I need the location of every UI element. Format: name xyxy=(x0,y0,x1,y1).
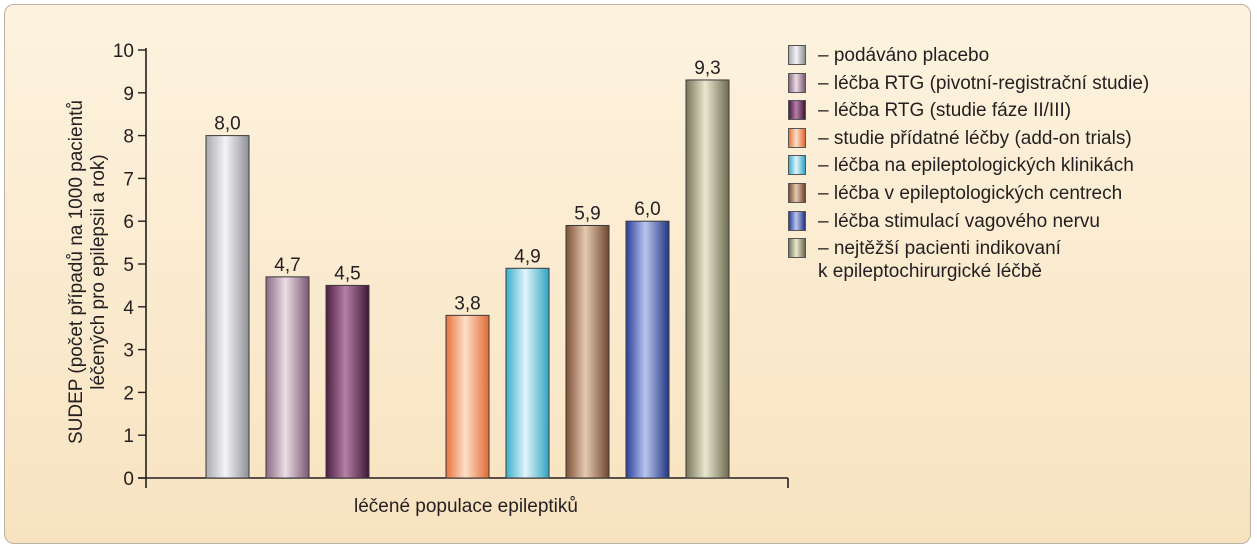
y-tick-label: 8 xyxy=(123,127,134,148)
legend-label: – léčba stimulací vagového nervu xyxy=(818,210,1100,232)
legend-item: – léčba RTG (pivotní-registrační studie) xyxy=(786,72,1206,95)
y-tick-label: 9 xyxy=(123,84,134,105)
legend-swatch xyxy=(788,72,806,93)
legend-swatch xyxy=(788,45,806,65)
y-tick-label: 2 xyxy=(123,383,134,404)
y-tick-label: 5 xyxy=(123,255,134,276)
legend-swatch xyxy=(788,100,806,121)
y-tick-label: 1 xyxy=(123,426,134,447)
bar-value-label: 5,9 xyxy=(574,203,600,224)
bar-value-label: 8,0 xyxy=(214,114,240,135)
legend: – podáváno placebo – léčba RTG (pivotní-r… xyxy=(786,44,1206,288)
bar xyxy=(565,224,610,479)
legend-swatch xyxy=(788,155,806,176)
legend-item: – studie přídatné léčby (add-on trials) xyxy=(786,127,1206,150)
legend-label-continued: k epileptochirurgické léčbě xyxy=(818,261,1042,283)
legend-item: – léčba RTG (studie fáze II/III) xyxy=(786,99,1206,122)
legend-label: – léčba v epileptologických centrech xyxy=(818,182,1123,204)
legend-item: – léčba stimulací vagového nervu xyxy=(786,210,1206,233)
bar xyxy=(205,135,250,479)
legend-item: – léčba v epileptologických centrech xyxy=(786,182,1206,205)
x-axis-label: léčené populace epileptiků xyxy=(354,496,578,517)
legend-item: – nejtěžší pacienti indikovaní k epilepto… xyxy=(786,237,1206,283)
legend-label: – léčba RTG (studie fáze II/III) xyxy=(818,100,1072,122)
bar-value-label: 4,5 xyxy=(334,263,360,284)
y-tick-label: 10 xyxy=(113,41,134,62)
bar xyxy=(625,220,670,479)
bar-value-label: 4,7 xyxy=(274,255,300,276)
bar-value-label: 3,8 xyxy=(454,293,480,314)
legend-item: – podáváno placebo xyxy=(786,44,1206,67)
y-tick-label: 7 xyxy=(123,169,134,190)
legend-label: – léčba RTG (pivotní-registrační studie) xyxy=(818,72,1150,94)
y-tick-label: 6 xyxy=(123,212,134,233)
legend-label: – podáváno placebo xyxy=(818,45,990,66)
legend-label: – léčba na epileptologických klinikách xyxy=(818,155,1134,177)
y-tick-label: 4 xyxy=(123,298,134,319)
legend-item: – léčba na epileptologických klinikách xyxy=(786,154,1206,177)
legend-swatch xyxy=(788,238,806,259)
bar-value-label: 9,3 xyxy=(694,58,720,79)
legend-swatch xyxy=(788,182,806,203)
legend-swatch xyxy=(788,127,806,148)
bar-value-label: 4,9 xyxy=(514,246,540,267)
bar xyxy=(685,79,730,479)
y-tick-label: 3 xyxy=(123,341,134,362)
bar xyxy=(325,284,370,479)
bar xyxy=(445,314,490,479)
y-tick-label: 0 xyxy=(123,469,134,490)
bar xyxy=(505,267,550,479)
y-axis-label-line1: SUDEP (počet případů na 1000 pacientů xyxy=(66,100,87,444)
legend-label: – nejtěžší pacienti indikovaní xyxy=(818,238,1061,260)
bar-value-label: 6,0 xyxy=(634,199,660,220)
y-axis-label-line2: léčených pro epilepsii a rok) xyxy=(88,154,109,390)
legend-swatch xyxy=(788,210,806,231)
legend-label: – studie přídatné léčby (add-on trials) xyxy=(818,127,1132,149)
bar xyxy=(265,276,310,479)
